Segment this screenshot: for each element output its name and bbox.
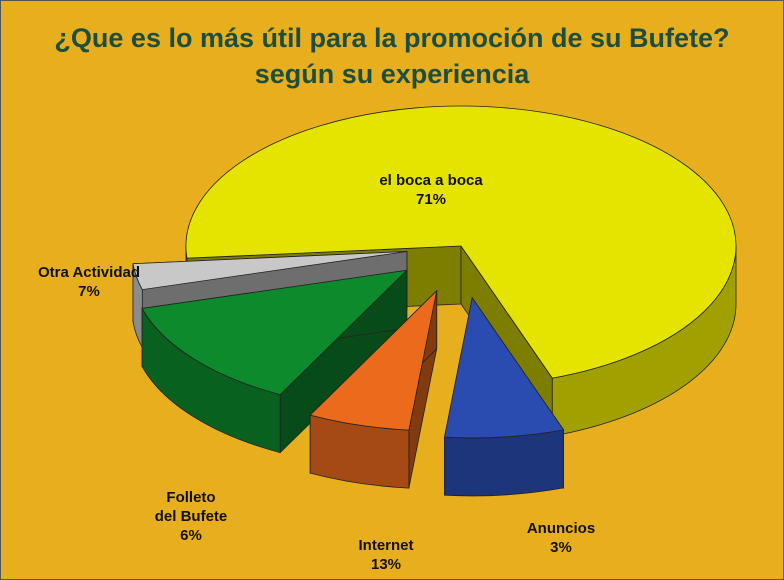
category-label: Otra Actividad bbox=[38, 264, 140, 281]
slice-label: Internet 13% bbox=[358, 536, 413, 574]
slice bbox=[309, 289, 438, 431]
slice bbox=[185, 105, 737, 379]
slice-label: el boca a boca 71% bbox=[379, 171, 482, 209]
chart-subtitle: según su experiencia bbox=[254, 59, 530, 89]
value-label: 6% bbox=[180, 527, 202, 544]
chart-title: ¿Que es lo más útil para la promoción de… bbox=[54, 23, 730, 53]
value-label: 71% bbox=[415, 191, 447, 208]
category-label: Anuncios bbox=[526, 520, 596, 537]
slice-label: Folleto del Bufete 6% bbox=[154, 488, 228, 545]
category-label: Internet bbox=[358, 537, 414, 554]
value-label: 13% bbox=[370, 556, 402, 573]
slice bbox=[141, 269, 408, 396]
slice-wall bbox=[444, 429, 564, 497]
slice bbox=[444, 296, 565, 439]
slice-label: Otra Actividad 7% bbox=[38, 263, 140, 301]
category-label: el boca a boca bbox=[379, 172, 483, 189]
category-label: Folleto del Bufete bbox=[154, 489, 228, 525]
slice bbox=[132, 251, 407, 291]
value-label: 7% bbox=[78, 283, 100, 300]
value-label: 3% bbox=[550, 539, 572, 556]
slice-label: Anuncios 3% bbox=[527, 519, 595, 557]
